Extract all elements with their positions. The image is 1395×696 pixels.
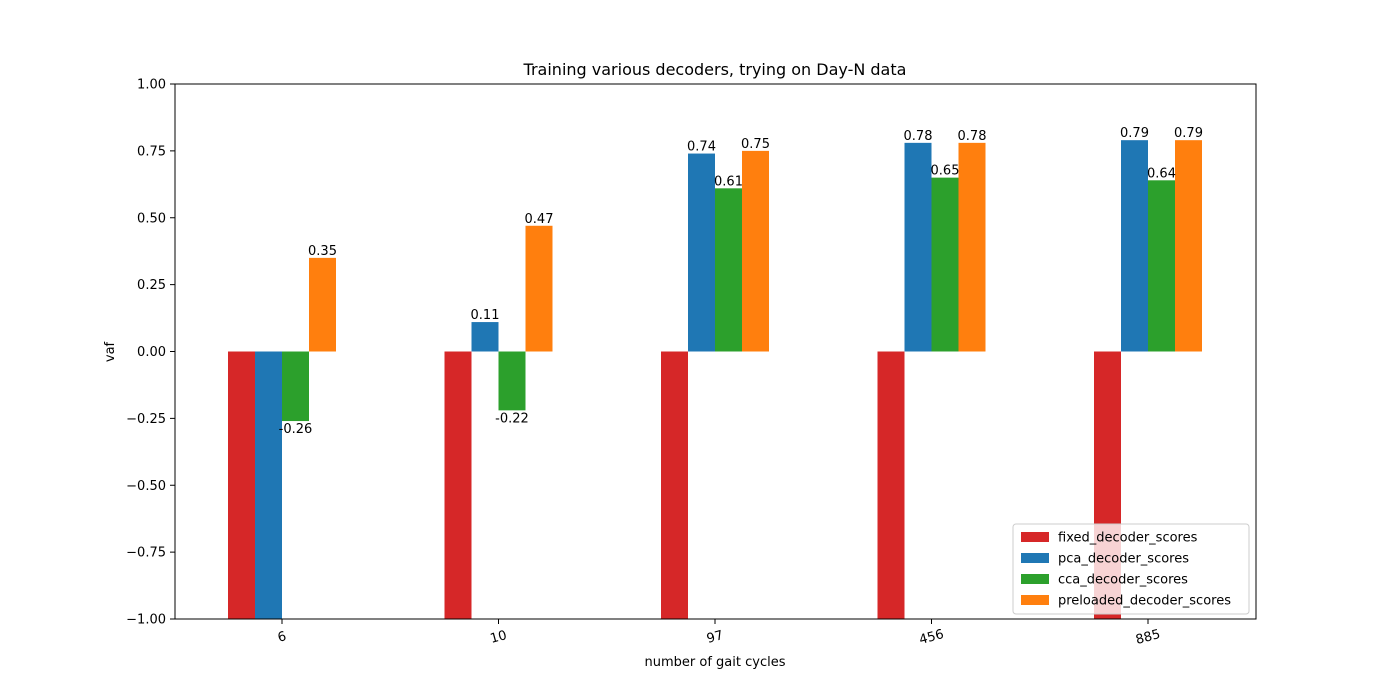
x-tick-label: 10 xyxy=(489,628,509,647)
legend-swatch-fixed_decoder_scores xyxy=(1021,532,1049,542)
legend-label-fixed_decoder_scores: fixed_decoder_scores xyxy=(1058,531,1198,546)
x-tick-label: 456 xyxy=(918,627,946,648)
plot-frame xyxy=(174,83,1257,620)
bar-value-label: 0.79 xyxy=(1174,126,1203,141)
bar-preloaded_decoder_scores-97 xyxy=(742,150,769,352)
legend-label-preloaded_decoder_scores: preloaded_decoder_scores xyxy=(1058,594,1231,609)
y-tick-label: 1.00 xyxy=(137,78,166,93)
bar-cca_decoder_scores-6 xyxy=(282,351,309,422)
bar-cca_decoder_scores-885 xyxy=(1148,180,1175,352)
bar-preloaded_decoder_scores-885 xyxy=(1175,140,1202,352)
y-tick-label: −1.00 xyxy=(126,613,166,628)
bar-value-label: 0.47 xyxy=(525,212,554,227)
bar-fixed_decoder_scores-10 xyxy=(444,351,472,619)
bar-cca_decoder_scores-10 xyxy=(498,351,526,411)
y-tick-label: −0.50 xyxy=(126,479,166,494)
bar-fixed_decoder_scores-456 xyxy=(877,351,905,619)
y-tick-label: 0.50 xyxy=(137,211,166,226)
y-tick-label: 0.75 xyxy=(137,144,166,159)
bar-value-label: 0.61 xyxy=(714,174,743,189)
bar-value-label: 0.74 xyxy=(687,140,716,155)
bar-preloaded_decoder_scores-456 xyxy=(958,142,986,352)
bar-preloaded_decoder_scores-10 xyxy=(525,225,553,352)
bar-value-label: 0.78 xyxy=(958,129,987,144)
y-tick-label: −0.75 xyxy=(126,546,166,561)
bar-value-label: 0.64 xyxy=(1147,166,1176,181)
legend-swatch-pca_decoder_scores xyxy=(1021,553,1049,563)
bar-value-label: -0.26 xyxy=(279,422,313,437)
bar-preloaded_decoder_scores-6 xyxy=(309,257,336,352)
legend-label-pca_decoder_scores: pca_decoder_scores xyxy=(1058,552,1189,567)
bar-value-label: 0.79 xyxy=(1120,126,1149,141)
y-tick-label: 0.00 xyxy=(137,345,166,360)
legend-swatch-cca_decoder_scores xyxy=(1021,574,1049,584)
bar-value-label: 0.11 xyxy=(471,308,500,323)
y-tick-label: 0.25 xyxy=(137,278,166,293)
bar-fixed_decoder_scores-97 xyxy=(661,351,688,619)
legend-swatch-preloaded_decoder_scores xyxy=(1021,595,1049,605)
bar-value-label: 0.78 xyxy=(904,129,933,144)
x-tick-label: 885 xyxy=(1134,627,1162,648)
bar-fixed_decoder_scores-6 xyxy=(228,351,255,619)
legend: fixed_decoder_scores pca_decoder_scorescc… xyxy=(1012,523,1250,615)
y-axis: −1.00 −0.75 −0.50 −0.25 0.00 0.25 0.50 0.75 1.00 xyxy=(126,78,175,628)
y-tick-label: −0.25 xyxy=(126,412,166,427)
legend-label-cca_decoder_scores: cca_decoder_scores xyxy=(1058,573,1188,588)
bar-value-label: 0.75 xyxy=(741,137,770,152)
bar-pca_decoder_scores-456 xyxy=(904,142,932,352)
bar-pca_decoder_scores-6 xyxy=(255,351,282,619)
x-axis-label: number of gait cycles xyxy=(645,655,786,670)
bar-value-label: 0.35 xyxy=(308,244,337,259)
bars-group xyxy=(228,140,1202,619)
bar-cca_decoder_scores-97 xyxy=(715,188,742,352)
bar-pca_decoder_scores-885 xyxy=(1121,140,1148,352)
x-axis: 6 10 97 456 885 xyxy=(276,619,1162,648)
chart-title: Training various decoders, trying on Day… xyxy=(523,60,907,79)
x-tick-label: 6 xyxy=(276,629,288,646)
y-axis-label: vaf xyxy=(103,341,118,362)
bar-value-label: -0.22 xyxy=(495,411,529,426)
bar-value-label: 0.65 xyxy=(931,164,960,179)
bar-cca_decoder_scores-456 xyxy=(931,177,959,352)
legend-box xyxy=(1012,523,1250,615)
bar-pca_decoder_scores-10 xyxy=(471,322,499,352)
x-tick-label: 97 xyxy=(705,628,725,647)
bar-pca_decoder_scores-97 xyxy=(688,153,715,352)
value-labels-group: -0.26 0.35 0.11 -0.22 0.47 0.74 0.61 0.75 0.78 0.… xyxy=(279,126,1203,437)
